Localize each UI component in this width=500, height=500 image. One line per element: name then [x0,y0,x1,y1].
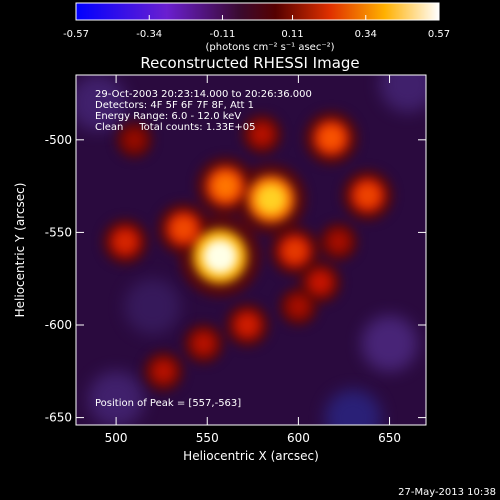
source-core [172,217,195,240]
source-core [202,239,238,274]
colorbar-frame [75,2,440,21]
colorbar-tick-label: 0.57 [428,29,450,40]
source-core [195,335,213,352]
negative-lobe [361,315,418,372]
colorbar-units: (photons cm⁻² s⁻¹ asec⁻²) [205,42,334,53]
source-core [330,233,347,250]
source-core [256,184,287,215]
negative-lobe [325,389,382,425]
source-core [238,315,257,335]
negative-lobe [379,75,426,113]
source-core [253,125,271,143]
y-tick-label: -550 [45,225,72,239]
y-axis-label: Heliocentric Y (arcsec) [13,183,27,318]
axes: 500 550 600 650 -500 -550 -600 -650 [45,75,426,445]
x-tick-label: 650 [378,431,401,445]
colorbar-tick-label: 0.11 [281,29,303,40]
x-axis-label: Heliocentric X (arcsec) [183,449,319,463]
source-core [115,232,135,252]
annotation-method: Clean Total counts: 1.33E+05 [95,122,255,133]
source-core [284,240,306,262]
negative-lobe [76,75,126,131]
x-tick-label: 500 [105,431,128,445]
negative-lobe [124,278,181,335]
source-core [356,184,379,207]
negative-lobes [76,75,426,425]
emission-sources [102,110,394,392]
source-core [311,273,330,292]
colorbar-tick-label: -0.57 [63,29,89,40]
colorbar [76,3,439,20]
source-core [290,298,307,315]
source-core [155,362,172,380]
negative-lobe [88,371,145,425]
colorbar-tick-label: -0.34 [136,29,162,40]
plot-frame [75,74,427,426]
y-tick-label: -650 [45,411,72,425]
footer-date: 27-May-2013 10:38 [398,487,496,498]
colorbar-ticks: -0.57 -0.34 -0.11 0.11 0.34 0.57 [63,2,450,40]
source-core [213,173,238,199]
annotation-detectors: Detectors: 4F 5F 6F 7F 8F, Att 1 [95,100,254,111]
annotation-energy: Energy Range: 6.0 - 12.0 keV [95,111,241,122]
annotation-peak-position: Position of Peak = [557,-563] [95,398,241,409]
x-tick-label: 550 [196,431,219,445]
annotation-time-range: 29-Oct-2003 20:23:14.000 to 20:26:36.000 [95,89,312,100]
x-tick-label: 600 [287,431,310,445]
colorbar-tick-label: -0.11 [210,29,236,40]
y-tick-label: -500 [45,133,72,147]
source-core [319,126,343,150]
source-core [126,132,142,148]
chart-title: Reconstructed RHESSI Image [140,54,359,72]
y-tick-label: -600 [45,318,72,332]
colorbar-tick-label: 0.34 [355,29,377,40]
